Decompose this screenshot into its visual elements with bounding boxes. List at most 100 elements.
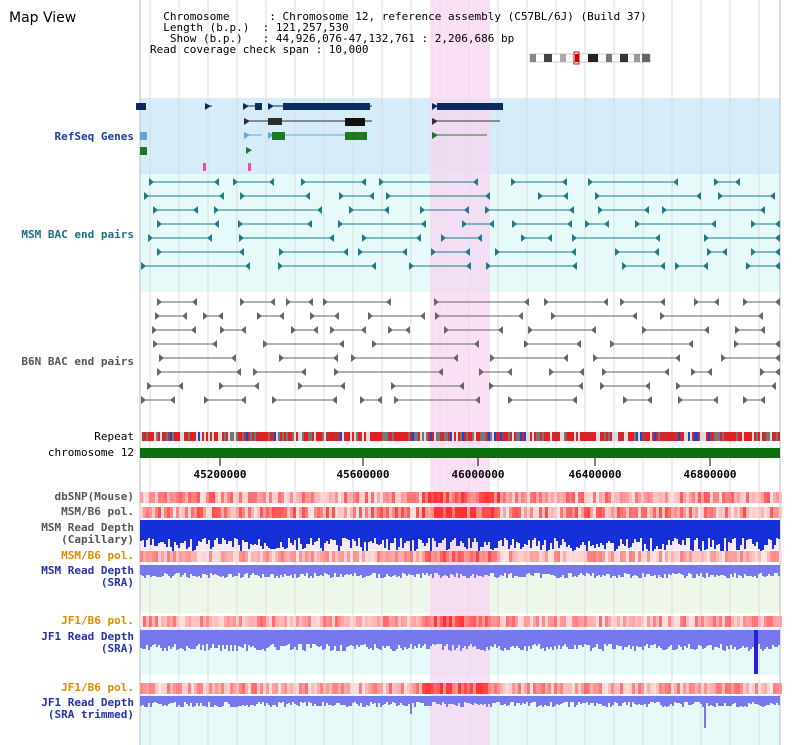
heat-cell: [473, 492, 476, 503]
heat-cell: [746, 507, 749, 518]
depth-bar: [302, 520, 304, 549]
repeat-cell: [398, 432, 400, 441]
heat-cell: [215, 492, 218, 503]
heat-cell: [551, 616, 554, 627]
depth-bar: [582, 696, 584, 703]
depth-bar: [578, 696, 580, 702]
bac-end-marker: [691, 368, 696, 376]
depth-bar: [350, 520, 352, 548]
depth-bar: [730, 565, 732, 574]
repeat-cell: [670, 432, 672, 441]
depth-bar: [184, 630, 186, 651]
repeat-cell: [706, 432, 708, 441]
heat-cell: [401, 492, 404, 503]
depth-bar: [178, 520, 180, 548]
heat-cell: [488, 492, 491, 503]
heat-cell: [236, 492, 239, 503]
depth-bar: [738, 696, 740, 707]
heat-cell: [533, 507, 536, 518]
heat-cell: [494, 616, 497, 627]
depth-bar: [260, 630, 262, 650]
depth-bar: [144, 520, 146, 547]
depth-bar: [364, 520, 366, 542]
b6n-bac-label[interactable]: B6N BAC end pairs: [21, 355, 134, 368]
depth-bar: [230, 630, 232, 645]
depth-bar: [600, 520, 602, 543]
heat-cell: [641, 492, 644, 503]
repeat-cell: [688, 432, 690, 441]
heat-cell: [605, 551, 608, 562]
depth-bar: [654, 630, 656, 644]
depth-bar: [294, 565, 296, 574]
depth-bar: [484, 696, 486, 704]
heat-cell: [554, 683, 557, 694]
heat-cell: [629, 492, 632, 503]
heat-cell: [470, 616, 473, 627]
depth-bar: [260, 520, 262, 546]
depth-bar: [728, 520, 730, 542]
depth-bar: [562, 520, 564, 539]
depth-bar: [298, 630, 300, 644]
repeat-cell: [324, 432, 326, 441]
heat-cell: [542, 616, 545, 627]
heat-cell: [608, 551, 611, 562]
depth-bar: [548, 630, 550, 649]
depth-bar: [630, 630, 632, 649]
repeat-cell: [644, 432, 646, 441]
heat-cell: [158, 683, 161, 694]
depth-bar: [550, 520, 552, 543]
depth-bar: [476, 565, 478, 575]
depth-bar: [422, 630, 424, 646]
depth-bar: [644, 696, 646, 704]
bac-end-marker: [191, 326, 196, 334]
gene-exon: [345, 118, 365, 126]
msm-bac-label[interactable]: MSM BAC end pairs: [21, 228, 134, 241]
depth-bar: [298, 520, 300, 538]
depth-bar: [622, 696, 624, 703]
heat-cell: [350, 683, 353, 694]
heat-cell: [458, 683, 461, 694]
depth-bar: [598, 520, 600, 547]
bac-end-marker: [610, 340, 615, 348]
heat-cell: [467, 616, 470, 627]
heat-cell: [734, 683, 737, 694]
repeat-cell: [346, 432, 348, 441]
depth-bar: [662, 565, 664, 578]
heat-cell: [506, 492, 509, 503]
depth-bar: [304, 630, 306, 651]
heat-cell: [383, 683, 386, 694]
heat-cell: [305, 507, 308, 518]
depth-bar: [316, 565, 318, 576]
ideogram-band: [606, 54, 612, 62]
heat-cell: [773, 507, 776, 518]
heat-cell: [575, 492, 578, 503]
depth-bar: [632, 565, 634, 576]
repeat-cell: [648, 432, 650, 441]
heat-cell: [560, 683, 563, 694]
heat-cell: [494, 683, 497, 694]
refseq-genes-label[interactable]: RefSeq Genes: [54, 130, 134, 143]
depth-bar: [718, 630, 720, 648]
depth-bar: [716, 520, 718, 545]
depth-bar: [714, 630, 716, 647]
repeat-label: Repeat: [94, 430, 134, 443]
bac-end-marker: [193, 206, 198, 214]
depth-bar: [618, 520, 620, 546]
depth-bar: [642, 520, 644, 551]
heat-cell: [692, 507, 695, 518]
depth-bar: [236, 630, 238, 651]
heat-cell: [422, 507, 425, 518]
depth-bar: [742, 520, 744, 538]
heat-cell: [599, 616, 602, 627]
repeat-cell: [436, 432, 438, 441]
heat-cell: [437, 551, 440, 562]
heat-cell: [296, 683, 299, 694]
depth-bar: [462, 696, 464, 707]
repeat-cell: [174, 432, 176, 441]
depth-bar: [594, 696, 596, 706]
depth-bar: [296, 565, 298, 578]
depth-bar: [584, 696, 586, 703]
heat-cell: [185, 492, 188, 503]
repeat-cell: [154, 432, 156, 441]
